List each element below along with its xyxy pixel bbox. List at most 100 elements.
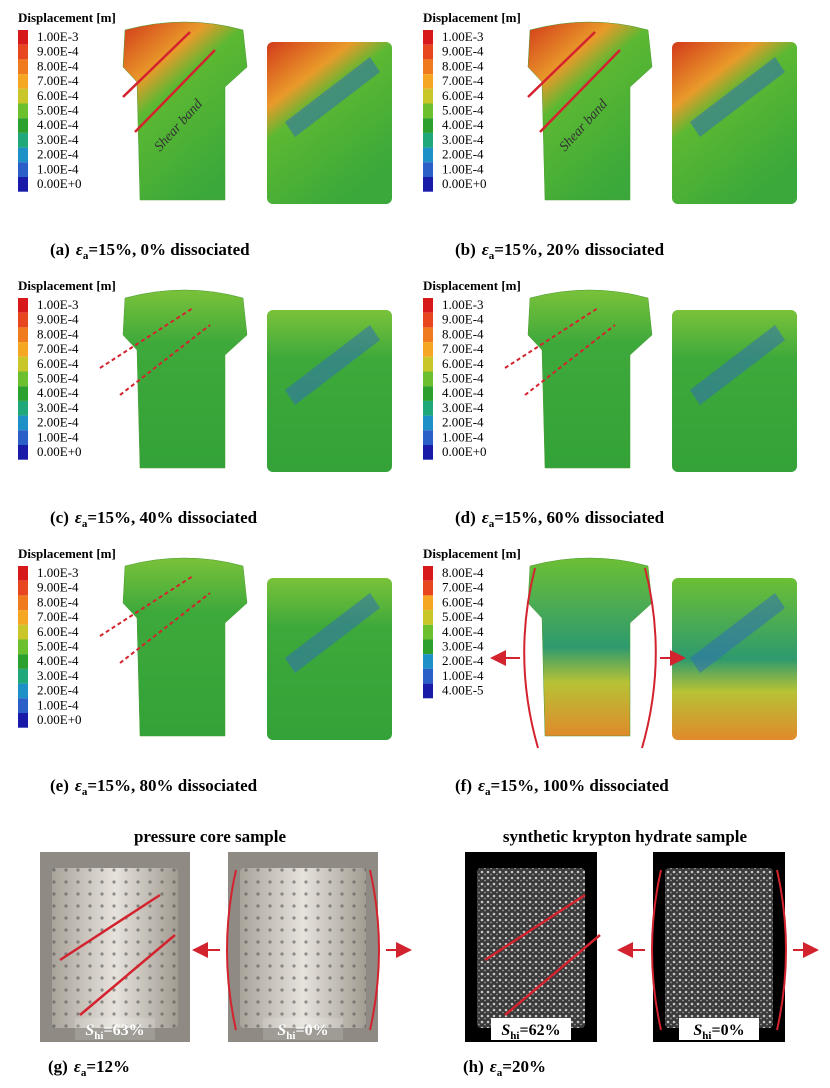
legend-label: 5.00E-4 <box>37 639 79 654</box>
bulge-line <box>226 869 237 1031</box>
legend-label: 5.00E-4 <box>442 609 484 624</box>
legend-swatch <box>423 88 433 104</box>
legend-swatch <box>423 624 433 640</box>
shear-band-line <box>539 49 621 133</box>
legend-swatch <box>18 595 28 611</box>
legend-swatch <box>423 44 433 60</box>
label-box <box>263 1018 343 1040</box>
caption-label: (c) <box>50 508 69 527</box>
legend-label: 1.00E-3 <box>37 29 79 44</box>
legend-swatch <box>18 30 28 45</box>
shear-band-line <box>99 575 194 637</box>
legend-swatch <box>18 132 28 148</box>
legend-swatch <box>423 147 433 163</box>
legend-swatch <box>18 683 28 699</box>
legend-label: 5.00E-4 <box>37 371 79 386</box>
legend-label: 1.00E-3 <box>442 29 484 44</box>
legend-label: 3.00E-4 <box>442 400 484 415</box>
bulge-line <box>369 869 380 1031</box>
legend-swatch <box>423 162 433 177</box>
caption-subscript: a <box>489 518 495 530</box>
legend-label: 6.00E-4 <box>442 356 484 371</box>
legend-swatch <box>423 580 433 596</box>
legend-label: 1.00E-4 <box>442 668 484 683</box>
legend-swatch <box>423 610 433 625</box>
legend-swatch <box>423 74 433 89</box>
caption-label: (a) <box>50 240 70 259</box>
vector-field <box>122 289 248 469</box>
legend-swatch <box>18 44 28 60</box>
legend-label: 9.00E-4 <box>442 312 484 327</box>
saturation-symbol: S <box>85 1022 94 1039</box>
vector-field <box>527 289 653 469</box>
low-displacement-band <box>690 593 785 673</box>
caption-symbol: ε <box>75 508 82 527</box>
legend-label: 2.00E-4 <box>442 653 484 668</box>
legend-swatch <box>423 132 433 148</box>
legend-label: 4.00E-4 <box>37 385 79 400</box>
legend-swatch <box>423 595 433 611</box>
bulge-line <box>776 869 787 1031</box>
legend-label: 1.00E-3 <box>37 565 79 580</box>
saturation-text: =0% <box>295 1022 328 1039</box>
legend-title: Displacement [m] <box>423 278 521 293</box>
sample <box>665 868 773 1028</box>
bulge-line <box>523 567 539 749</box>
caption-symbol: ε <box>482 240 489 259</box>
legend-swatch <box>423 654 433 669</box>
saturation-label: Shi=0% <box>693 1022 744 1042</box>
caption-label: (h) <box>463 1057 484 1076</box>
caption: (e) εa=15%, 80% dissociated <box>50 776 258 798</box>
legend-label: 0.00E+0 <box>37 176 82 191</box>
low-displacement-band <box>285 57 380 137</box>
vector-field <box>122 557 248 737</box>
legend-label: 8.00E-4 <box>442 326 484 341</box>
legend-label: 8.00E-4 <box>37 58 79 73</box>
legend-swatch <box>18 624 28 640</box>
legend-label: 8.00E-4 <box>442 565 484 580</box>
caption-subscript: a <box>81 1067 87 1079</box>
legend-swatch <box>18 371 28 387</box>
legend-label: 4.00E-5 <box>442 683 484 698</box>
caption-text: =15%, 60% dissociated <box>494 508 664 527</box>
legend-swatch <box>423 298 433 313</box>
legend-label: 4.00E-4 <box>37 117 79 132</box>
legend-swatch <box>18 713 28 728</box>
legend-swatch <box>18 654 28 669</box>
legend-swatch <box>423 327 433 343</box>
legend-label: 9.00E-4 <box>37 312 79 327</box>
caption: (d) εa=15%, 60% dissociated <box>455 508 665 530</box>
legend-label: 0.00E+0 <box>442 176 487 191</box>
legend-swatch <box>18 327 28 343</box>
legend-swatch <box>423 668 433 684</box>
caption-label: (e) <box>50 776 69 795</box>
legend-swatch <box>423 445 433 460</box>
legend-swatch <box>423 103 433 119</box>
saturation-text: =63% <box>103 1022 144 1039</box>
legend-swatch <box>423 30 433 45</box>
legend-swatch <box>18 312 28 328</box>
caption-symbol: ε <box>74 1057 81 1076</box>
caption: (c) εa=15%, 40% dissociated <box>50 508 258 530</box>
legend-swatch <box>18 74 28 89</box>
caption: (a) εa=15%, 0% dissociated <box>50 240 250 262</box>
legend-swatch <box>423 566 433 581</box>
caption-text: =15%, 0% dissociated <box>88 240 250 259</box>
legend-swatch <box>18 668 28 684</box>
legend-label: 2.00E-4 <box>37 147 79 162</box>
legend-label: 4.00E-4 <box>442 624 484 639</box>
legend-label: 5.00E-4 <box>37 103 79 118</box>
legend-label: 6.00E-4 <box>442 594 484 609</box>
caption-label: (d) <box>455 508 476 527</box>
legend-swatch <box>423 415 433 431</box>
legend-label: 1.00E-3 <box>442 297 484 312</box>
caption-text: =15%, 40% dissociated <box>87 508 257 527</box>
legend-swatch <box>423 118 433 133</box>
caption-symbol: ε <box>482 508 489 527</box>
legend-label: 1.00E-4 <box>37 429 79 444</box>
bulge-line <box>651 869 662 1031</box>
sample-dots <box>52 868 178 1028</box>
legend-swatch <box>18 298 28 313</box>
shear-band-line <box>119 592 211 664</box>
shear-line <box>59 893 161 962</box>
